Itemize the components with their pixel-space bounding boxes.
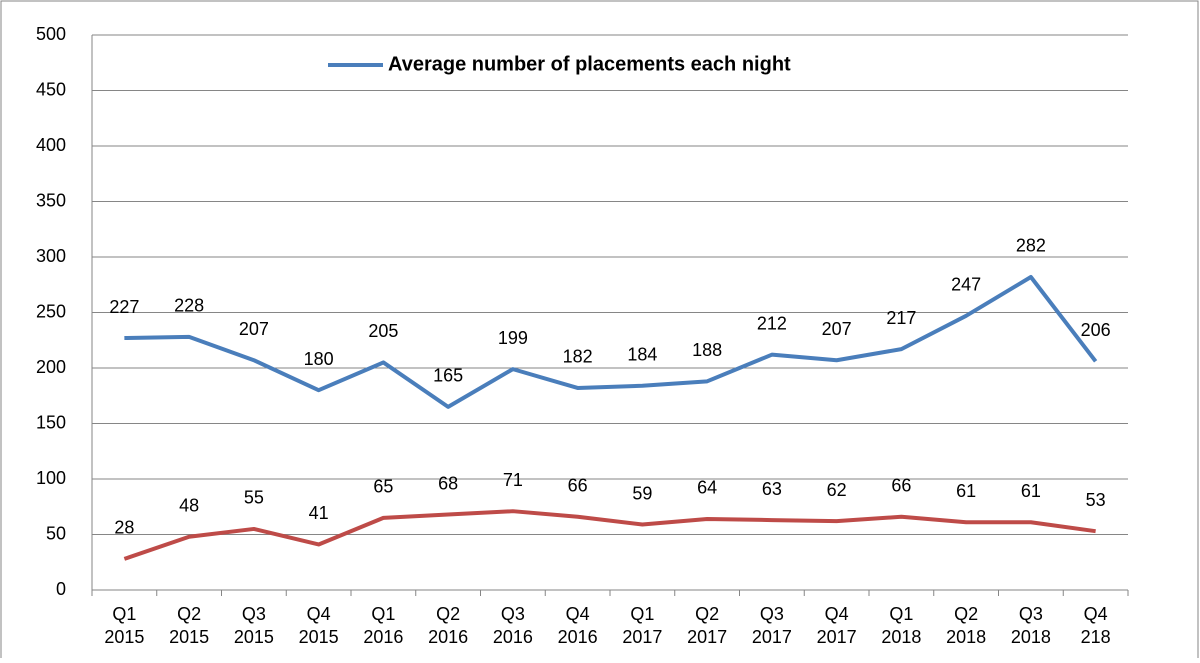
x-tick-label: Q3 2017 <box>752 604 792 647</box>
x-tick-label: Q1 2016 <box>363 604 403 647</box>
data-label: 65 <box>373 477 393 497</box>
data-label: 247 <box>951 275 981 295</box>
y-tick-label: 0 <box>56 579 66 599</box>
x-tick-label: Q3 2016 <box>493 604 533 647</box>
data-label: 28 <box>114 518 134 538</box>
data-label: 61 <box>1021 481 1041 501</box>
data-label: 66 <box>891 475 911 495</box>
data-label: 206 <box>1081 320 1111 340</box>
data-label: 63 <box>762 479 782 499</box>
x-tick-label: Q2 2018 <box>946 604 986 647</box>
y-tick-label: 50 <box>46 523 66 543</box>
data-label: 165 <box>433 366 463 386</box>
y-tick-label: 350 <box>36 190 66 210</box>
data-label: 61 <box>956 481 976 501</box>
data-label: 68 <box>438 473 458 493</box>
y-tick-label: 400 <box>36 135 66 155</box>
y-tick-label: 100 <box>36 468 66 488</box>
x-tick-label: Q2 2016 <box>428 604 468 647</box>
data-label: 184 <box>627 345 657 365</box>
data-label: 212 <box>757 313 787 333</box>
x-tick-label: Q3 2018 <box>1011 604 1051 647</box>
data-label: 282 <box>1016 236 1046 256</box>
data-label: 66 <box>568 475 588 495</box>
y-tick-label: 500 <box>36 24 66 44</box>
data-label: 199 <box>498 328 528 348</box>
series-line <box>124 274 1098 409</box>
data-label: 55 <box>244 488 264 508</box>
data-label: 41 <box>309 503 329 523</box>
data-label: 207 <box>822 319 852 339</box>
data-label: 227 <box>109 297 139 317</box>
data-label: 59 <box>632 483 652 503</box>
data-label: 217 <box>886 308 916 328</box>
data-label: 71 <box>503 470 523 490</box>
y-tick-label: 450 <box>36 79 66 99</box>
data-label: 48 <box>179 495 199 515</box>
x-tick-label: Q4 218 <box>1081 604 1111 647</box>
x-tick-label: Q3 2015 <box>234 604 274 647</box>
y-tick-label: 250 <box>36 301 66 321</box>
data-label: 182 <box>563 347 593 367</box>
x-tick-label: Q2 2017 <box>687 604 727 647</box>
series-line <box>123 509 1096 561</box>
y-tick-label: 150 <box>36 412 66 432</box>
x-tick-label: Q1 2018 <box>881 604 921 647</box>
x-tick-label: Q4 2017 <box>817 604 857 647</box>
x-tick-label: Q2 2015 <box>169 604 209 647</box>
data-label: 64 <box>697 478 717 498</box>
y-tick-label: 300 <box>36 246 66 266</box>
x-tick-label: Q1 2015 <box>104 604 144 647</box>
data-label: 228 <box>174 296 204 316</box>
data-label: 62 <box>827 480 847 500</box>
data-label: 205 <box>368 321 398 341</box>
x-tick-label: Q4 2015 <box>299 604 339 647</box>
x-tick-label: Q1 2017 <box>622 604 662 647</box>
legend-label: Average number of placements each night <box>388 53 791 75</box>
data-label: 188 <box>692 340 722 360</box>
y-tick-label: 200 <box>36 357 66 377</box>
data-label: 180 <box>304 349 334 369</box>
data-label: 207 <box>239 319 269 339</box>
x-tick-label: Q4 2016 <box>558 604 598 647</box>
data-label: 53 <box>1086 490 1106 510</box>
